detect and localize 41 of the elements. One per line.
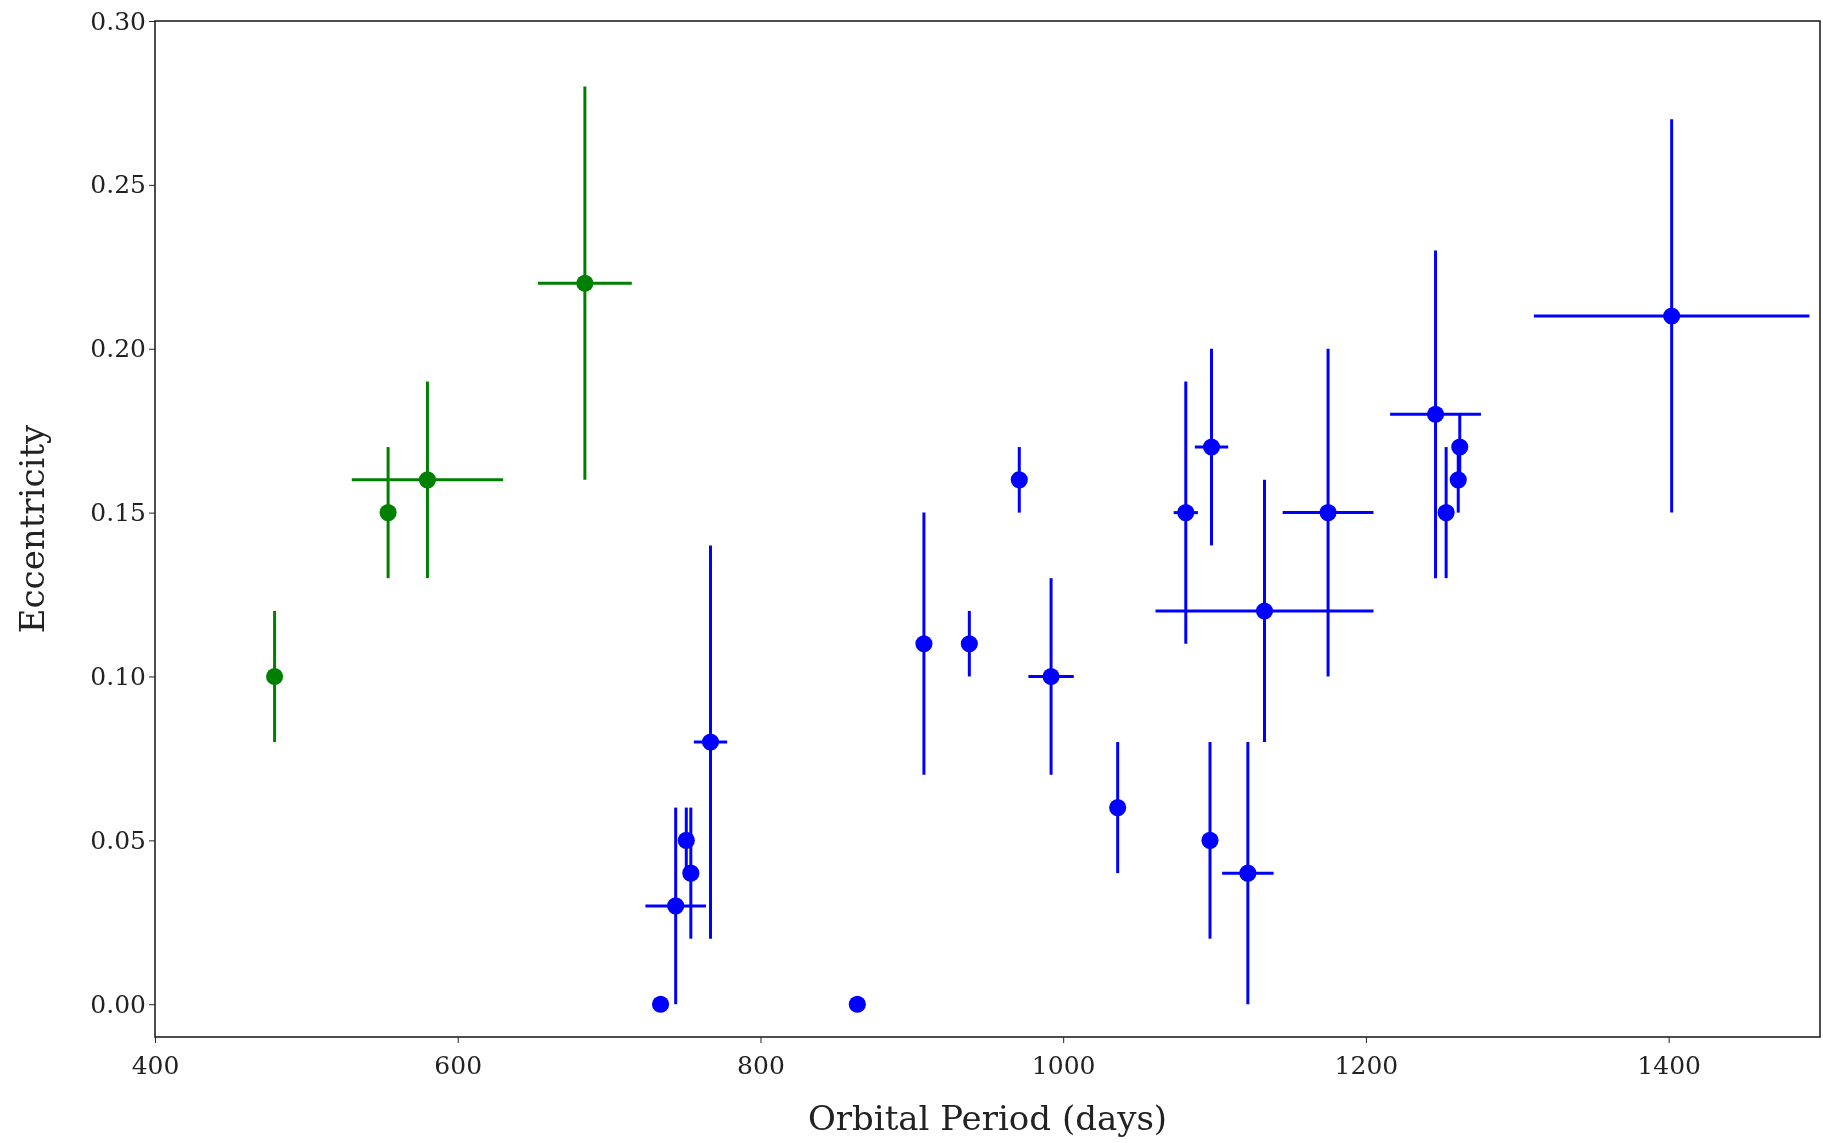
x-tick-label: 1000 <box>1031 1050 1096 1080</box>
point <box>915 635 933 653</box>
x-tick-label: 1200 <box>1334 1050 1399 1080</box>
point <box>1449 471 1467 489</box>
x-axis-title: Orbital Period (days) <box>807 1098 1168 1138</box>
x-tick-label: 800 <box>737 1050 785 1080</box>
point <box>848 995 866 1013</box>
point <box>667 897 685 915</box>
point <box>1109 799 1127 817</box>
point <box>576 274 594 292</box>
point <box>1239 864 1257 882</box>
point <box>1437 504 1455 522</box>
y-axis-title: Eccentricity <box>12 423 52 634</box>
y-tick-label: 0.00 <box>90 989 146 1019</box>
y-tick-label: 0.05 <box>90 825 146 855</box>
point <box>1177 504 1195 522</box>
point <box>1451 438 1469 456</box>
y-tick-label: 0.30 <box>90 6 146 36</box>
point <box>652 995 670 1013</box>
point <box>701 733 720 751</box>
point <box>1663 307 1681 325</box>
point <box>960 635 978 653</box>
point <box>1426 405 1445 423</box>
point <box>1010 471 1028 489</box>
x-tick-label: 1400 <box>1637 1050 1701 1080</box>
point <box>379 504 397 522</box>
point <box>418 471 437 489</box>
y-tick-label: 0.25 <box>90 170 146 200</box>
point <box>266 667 284 686</box>
point <box>1319 504 1337 522</box>
point <box>1042 667 1060 686</box>
point <box>1255 602 1274 620</box>
point <box>1201 831 1219 849</box>
x-tick-label: 400 <box>131 1050 180 1080</box>
y-tick-label: 0.20 <box>90 334 146 364</box>
y-tick-label: 0.10 <box>90 661 146 691</box>
x-tick-label: 600 <box>434 1050 483 1080</box>
point <box>677 831 695 849</box>
point <box>1202 438 1221 456</box>
y-tick-label: 0.15 <box>90 498 146 528</box>
point <box>682 864 700 882</box>
